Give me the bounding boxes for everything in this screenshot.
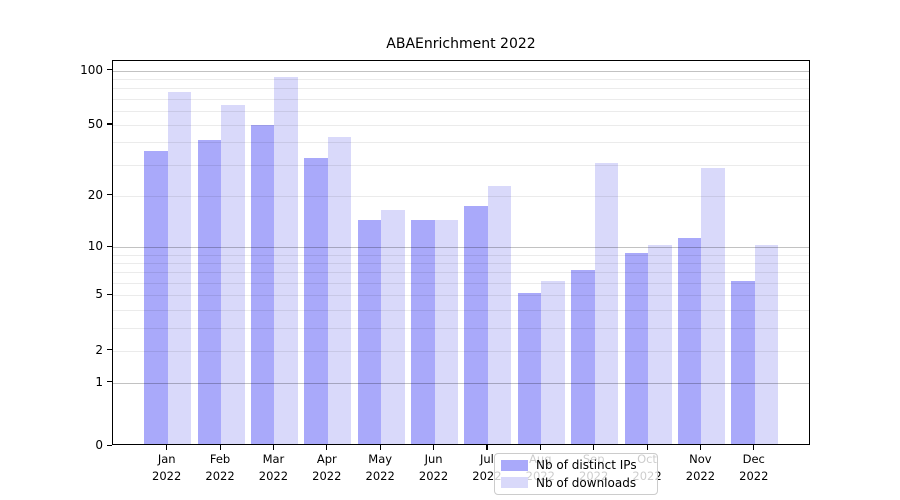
bar-downloads-may: [381, 210, 405, 444]
x-tick-label-dec: Dec 2022: [739, 452, 769, 483]
bar-downloads-mar: [274, 76, 298, 444]
bar-distinct-ips-jun: [411, 220, 435, 444]
x-tick-label-mar: Mar 2022: [258, 452, 289, 483]
bar-distinct-ips-jan: [144, 150, 168, 444]
y-tick-2: [107, 349, 112, 351]
bar-distinct-ips-oct: [624, 252, 649, 444]
bars-layer: [113, 61, 809, 444]
y-tick-10: [107, 245, 112, 247]
x-tick-label-jan: Jan 2022: [152, 452, 182, 483]
x-tick-apr: [326, 445, 328, 450]
y-tick-label-1: 1: [95, 374, 103, 389]
x-tick-aug: [539, 445, 541, 450]
legend-swatch-downloads: [501, 477, 528, 489]
bar-downloads-sep: [594, 162, 619, 444]
bar-distinct-ips-dec: [731, 281, 755, 444]
y-tick-label-50: 50: [87, 116, 103, 131]
x-tick-label-apr: Apr 2022: [312, 452, 342, 483]
bar-distinct-ips-nov: [677, 238, 702, 444]
y-tick-label-10: 10: [87, 239, 103, 254]
bar-distinct-ips-jul: [464, 205, 488, 444]
y-tick-label-0: 0: [95, 438, 103, 452]
x-tick-label-may: May 2022: [365, 452, 395, 483]
legend: Nb of distinct IPs Nb of downloads: [494, 453, 658, 495]
bar-downloads-jan: [167, 92, 192, 444]
y-tick-1: [107, 381, 112, 383]
x-tick-mar: [272, 445, 275, 450]
y-tick-label-20: 20: [87, 187, 103, 202]
legend-swatch-distinct-ips: [501, 459, 528, 471]
x-tick-label-nov: Nov 2022: [685, 452, 716, 483]
x-tick-sep: [593, 445, 595, 450]
bar-downloads-apr: [327, 136, 352, 444]
y-tick-5: [107, 293, 112, 295]
bar-distinct-ips-feb: [197, 140, 222, 444]
bar-distinct-ips-aug: [517, 293, 542, 444]
x-tick-may: [379, 445, 381, 450]
legend-label-downloads: Nb of downloads: [536, 475, 637, 490]
bar-downloads-oct: [648, 245, 672, 444]
bar-distinct-ips-may: [357, 220, 382, 444]
bar-downloads-jun: [434, 220, 459, 444]
x-tick-dec: [753, 445, 755, 450]
x-tick-jul: [486, 445, 488, 450]
x-tick-nov: [699, 445, 702, 450]
bar-distinct-ips-mar: [250, 124, 275, 444]
x-tick-jun: [433, 445, 435, 450]
plot-area: Nb of distinct IPs Nb of downloads: [112, 60, 810, 495]
x-tick-feb: [219, 445, 221, 450]
x-tick-label-jun: Jun 2022: [418, 452, 449, 483]
y-tick-0: [107, 444, 112, 446]
bar-downloads-dec: [754, 245, 779, 444]
y-tick-50: [107, 123, 112, 125]
bar-downloads-aug: [541, 281, 565, 444]
y-tick-label-5: 5: [95, 287, 103, 302]
bar-downloads-nov: [701, 167, 725, 444]
legend-item-distinct-ips: Nb of distinct IPs: [501, 458, 649, 473]
bar-downloads-feb: [221, 104, 245, 444]
bar-distinct-ips-apr: [304, 157, 328, 444]
y-tick-20: [107, 194, 112, 196]
chart-title: ABAEnrichment 2022: [386, 36, 536, 52]
legend-item-downloads: Nb of downloads: [501, 476, 649, 491]
x-tick-oct: [646, 445, 648, 450]
bar-downloads-jul: [487, 186, 512, 444]
x-tick-label-feb: Feb 2022: [205, 452, 235, 483]
y-tick-100: [107, 69, 112, 71]
legend-label-distinct-ips: Nb of distinct IPs: [536, 458, 637, 473]
y-tick-label-100: 100: [80, 62, 103, 77]
y-tick-label-2: 2: [95, 342, 103, 357]
x-tick-jan: [166, 445, 168, 450]
bar-distinct-ips-sep: [571, 270, 595, 444]
